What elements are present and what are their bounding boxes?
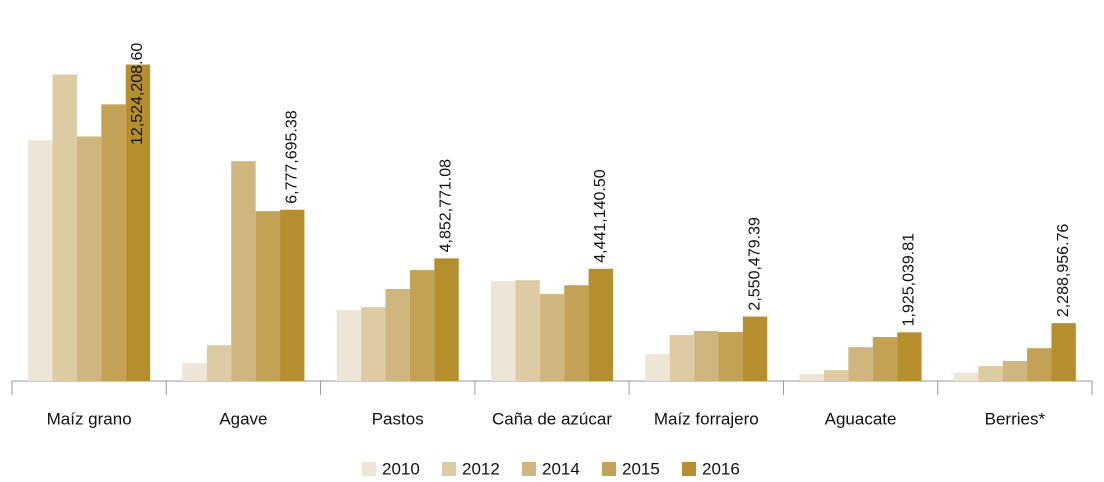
bar	[206, 345, 232, 381]
legend-label: 2016	[702, 459, 740, 478]
legend-swatch	[522, 462, 536, 476]
bar	[978, 366, 1003, 381]
bar	[255, 211, 281, 381]
data-label: 4,441,140.50	[592, 169, 609, 263]
bar	[1002, 361, 1028, 381]
bar	[742, 316, 768, 381]
x-tick-label: Agave	[219, 409, 267, 428]
legend-swatch	[602, 462, 616, 476]
bar	[231, 161, 256, 381]
data-label: 2,550,479.39	[746, 217, 763, 311]
bar	[28, 140, 53, 381]
bar	[409, 270, 435, 381]
bar	[101, 104, 126, 381]
legend-swatch	[682, 462, 696, 476]
bar	[1027, 348, 1052, 381]
bar	[897, 332, 922, 381]
bar	[125, 64, 151, 381]
bar	[645, 353, 670, 381]
bar	[515, 280, 540, 381]
x-tick-label: Caña de azúcar	[492, 409, 612, 428]
data-label: 2,288,956.76	[1055, 224, 1072, 318]
bar	[564, 285, 589, 381]
bar	[52, 74, 77, 382]
x-tick-label: Pastos	[372, 409, 424, 428]
bar	[182, 363, 207, 381]
x-tick-label: Maíz grano	[47, 409, 132, 428]
data-label: 12,524,208.60	[129, 43, 146, 145]
bar	[588, 268, 613, 381]
bar	[669, 335, 695, 381]
x-tick-label: Berries*	[985, 409, 1046, 428]
bar	[694, 330, 719, 381]
bar	[434, 258, 459, 381]
legend-swatch	[442, 462, 456, 476]
bar	[872, 337, 898, 381]
legend-label: 2012	[462, 459, 500, 478]
bar	[385, 289, 410, 381]
bar	[718, 331, 743, 381]
bar	[848, 347, 873, 381]
x-tick-label: Maíz forrajero	[654, 409, 759, 428]
legend-label: 2015	[622, 459, 660, 478]
data-label: 1,925,039.81	[901, 233, 918, 327]
bar	[280, 209, 305, 381]
legend-swatch	[362, 462, 376, 476]
bar	[799, 373, 824, 381]
data-label: 6,777,695.38	[283, 110, 300, 204]
bar	[953, 372, 979, 381]
bar	[336, 310, 362, 381]
bar	[823, 370, 849, 381]
bar	[491, 281, 516, 381]
bar	[361, 307, 386, 381]
legend-label: 2010	[382, 459, 420, 478]
bar	[76, 136, 102, 381]
bar	[539, 294, 565, 381]
legend-label: 2014	[542, 459, 580, 478]
data-label: 4,852,771.08	[438, 159, 455, 253]
x-tick-label: Aguacate	[825, 409, 897, 428]
bar	[1051, 323, 1076, 381]
